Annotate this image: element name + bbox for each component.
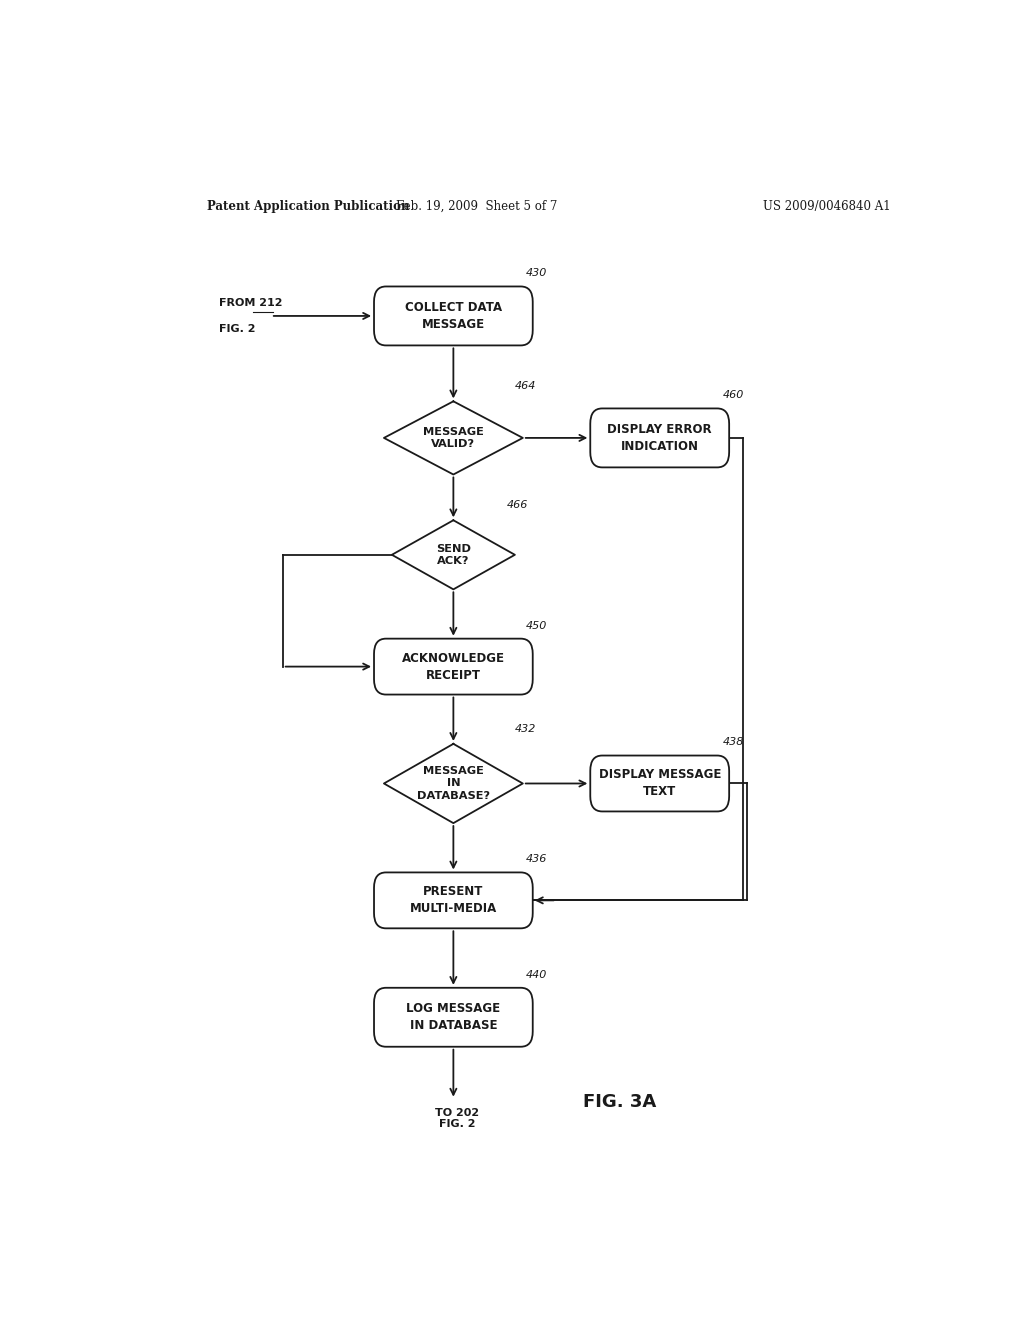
Text: MESSAGE
IN
DATABASE?: MESSAGE IN DATABASE? bbox=[417, 766, 489, 801]
FancyBboxPatch shape bbox=[590, 408, 729, 467]
Text: 450: 450 bbox=[526, 620, 548, 631]
Text: 460: 460 bbox=[723, 391, 743, 400]
Text: TO 202
FIG. 2: TO 202 FIG. 2 bbox=[435, 1107, 479, 1130]
Text: SEND
ACK?: SEND ACK? bbox=[436, 544, 471, 566]
Text: DISPLAY ERROR
INDICATION: DISPLAY ERROR INDICATION bbox=[607, 422, 712, 453]
Polygon shape bbox=[392, 520, 515, 589]
FancyBboxPatch shape bbox=[374, 873, 532, 928]
Text: Patent Application Publication: Patent Application Publication bbox=[207, 199, 410, 213]
Text: 436: 436 bbox=[526, 854, 548, 865]
Text: 440: 440 bbox=[526, 970, 548, 979]
Text: LOG MESSAGE
IN DATABASE: LOG MESSAGE IN DATABASE bbox=[407, 1002, 501, 1032]
Text: 438: 438 bbox=[723, 738, 743, 747]
Polygon shape bbox=[384, 401, 523, 474]
Text: 432: 432 bbox=[515, 723, 537, 734]
Text: 430: 430 bbox=[526, 268, 548, 279]
Text: FIG. 3A: FIG. 3A bbox=[584, 1093, 656, 1110]
FancyBboxPatch shape bbox=[374, 639, 532, 694]
Text: FROM 212: FROM 212 bbox=[219, 298, 283, 308]
Text: 464: 464 bbox=[515, 381, 537, 391]
Text: DISPLAY MESSAGE
TEXT: DISPLAY MESSAGE TEXT bbox=[598, 768, 721, 799]
FancyBboxPatch shape bbox=[374, 286, 532, 346]
Polygon shape bbox=[384, 744, 523, 824]
Text: Feb. 19, 2009  Sheet 5 of 7: Feb. 19, 2009 Sheet 5 of 7 bbox=[396, 199, 558, 213]
Text: PRESENT
MULTI-MEDIA: PRESENT MULTI-MEDIA bbox=[410, 886, 497, 915]
Text: FIG. 2: FIG. 2 bbox=[219, 325, 256, 334]
Text: 466: 466 bbox=[507, 500, 528, 510]
Text: ACKNOWLEDGE
RECEIPT: ACKNOWLEDGE RECEIPT bbox=[401, 652, 505, 681]
FancyBboxPatch shape bbox=[590, 755, 729, 812]
Text: COLLECT DATA
MESSAGE: COLLECT DATA MESSAGE bbox=[404, 301, 502, 331]
FancyBboxPatch shape bbox=[374, 987, 532, 1047]
Text: MESSAGE
VALID?: MESSAGE VALID? bbox=[423, 426, 483, 449]
Text: US 2009/0046840 A1: US 2009/0046840 A1 bbox=[763, 199, 890, 213]
